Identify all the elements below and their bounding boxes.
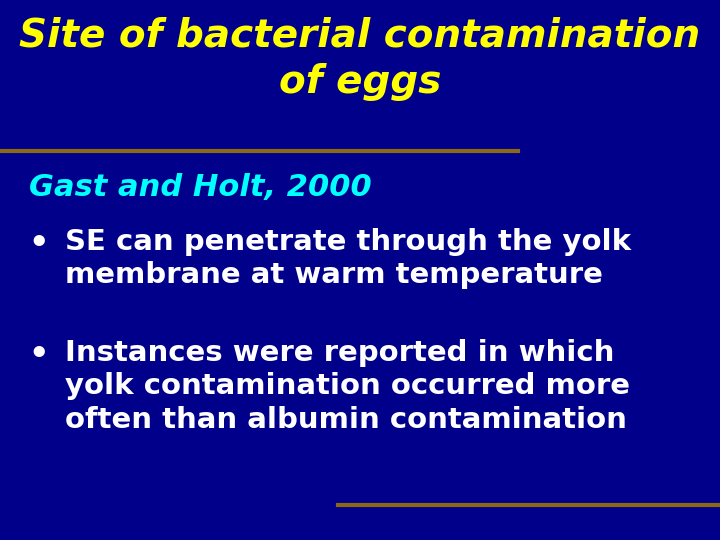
Text: Instances were reported in which
yolk contamination occurred more
often than alb: Instances were reported in which yolk co… (65, 339, 630, 434)
Text: Gast and Holt, 2000: Gast and Holt, 2000 (29, 173, 372, 202)
Text: •: • (29, 230, 49, 260)
Text: •: • (29, 340, 49, 371)
Text: SE can penetrate through the yolk
membrane at warm temperature: SE can penetrate through the yolk membra… (65, 228, 631, 289)
Text: Site of bacterial contamination
of eggs: Site of bacterial contamination of eggs (19, 16, 701, 101)
